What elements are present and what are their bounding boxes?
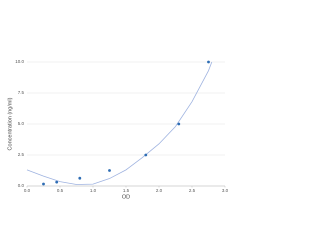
chart: OD Concentration (ng/ml) 0.0 2.5 5.0 7.5 10.…	[7, 59, 229, 200]
data-point	[207, 60, 210, 64]
x-tick-label: 3.0	[222, 188, 229, 193]
y-tick-label: 5.0	[18, 121, 25, 126]
data-point	[55, 180, 59, 184]
y-tick-label: 2.5	[18, 152, 25, 157]
x-tick-label: 1.5	[123, 188, 130, 193]
x-tick-label: 2.0	[156, 188, 163, 193]
x-axis-title: OD	[122, 194, 130, 200]
y-tick-label: 7.5	[18, 90, 25, 95]
data-point	[177, 122, 181, 126]
y-axis-title: Concentration (ng/ml)	[7, 97, 13, 150]
data-point	[42, 182, 45, 186]
data-point	[78, 176, 82, 180]
y-tick-label: 10.0	[15, 59, 24, 64]
x-tick-label: 0.0	[24, 188, 31, 193]
data-point	[144, 153, 148, 157]
x-tick-label: 0.5	[57, 188, 64, 193]
data-point	[108, 169, 111, 172]
x-tick-label: 2.5	[189, 188, 196, 193]
x-tick-label: 1.0	[90, 188, 97, 193]
fit-curve	[26, 61, 213, 185]
y-tick-label: 0.0	[18, 183, 25, 188]
